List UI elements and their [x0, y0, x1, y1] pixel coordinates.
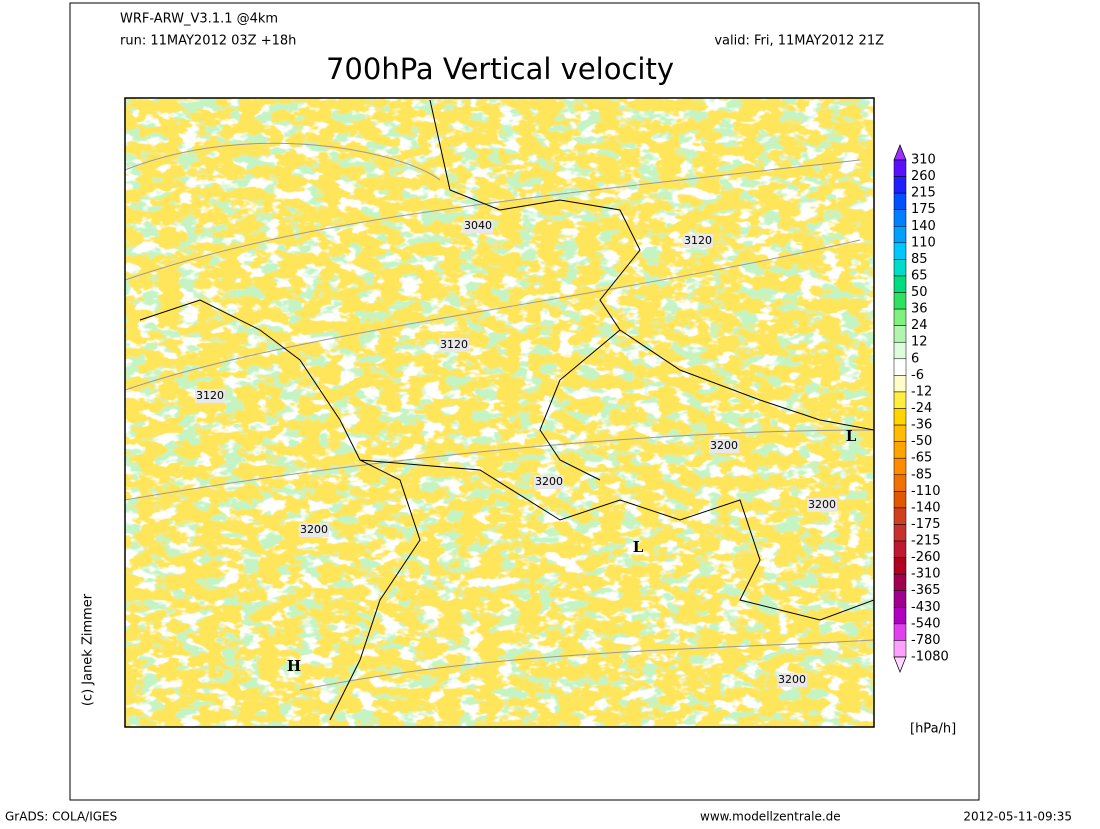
colorbar-tick-label: -65 [911, 451, 932, 466]
pressure-center: L [633, 538, 644, 556]
contour-label: 3120 [684, 234, 712, 247]
pressure-center: L [846, 427, 857, 445]
contour-label-bg [439, 338, 469, 352]
colorbar-tick-label: -50 [911, 434, 932, 449]
colorbar-segment [893, 474, 907, 492]
colorbar-segment [893, 192, 907, 210]
colorbar-tick-label: 36 [911, 302, 928, 317]
colorbar-segment [893, 242, 907, 260]
contour-label-bg [299, 523, 329, 537]
colorbar-segment [893, 275, 907, 293]
contour-label: 3040 [464, 219, 492, 232]
colorbar-tick-label: -110 [911, 484, 941, 499]
colorbar-tick-label: 110 [911, 235, 936, 250]
colorbar-segment [893, 226, 907, 244]
colorbar-tick-label: -12 [911, 384, 932, 399]
map-field [125, 98, 874, 727]
contour-label-bg [534, 475, 564, 489]
colorbar-triangle [893, 144, 907, 161]
contour-label-bg [807, 498, 837, 512]
contour-label: 3120 [196, 389, 224, 402]
colorbar-tick-label: 260 [911, 169, 936, 184]
contour-label: 3200 [808, 498, 836, 511]
contour-label-bg [195, 389, 225, 403]
colorbar-segment [893, 540, 907, 558]
colorbar-tick-label: -140 [911, 500, 941, 515]
colorbar-segment [893, 640, 907, 658]
colorbar-segment [893, 375, 907, 393]
contour-label-bg [683, 234, 713, 248]
colorbar-tick-label: -6 [911, 368, 924, 383]
colorbar-tick-label: -310 [911, 567, 941, 582]
model-label: WRF-ARW_V3.1.1 @4km [120, 12, 278, 27]
colorbar-segment [893, 524, 907, 542]
colorbar-tick-label: -36 [911, 418, 932, 433]
map-title: 700hPa Vertical velocity [326, 52, 674, 86]
contour-label: 3120 [440, 338, 468, 351]
footer-right: 2012-05-11-09:35 [963, 810, 1072, 824]
colorbar-segment [893, 341, 907, 360]
colorbar-tick-label: -215 [911, 534, 941, 549]
colorbar-tick-label: 310 [911, 153, 936, 168]
outer-frame [69, 2, 980, 801]
colorbar-segment [893, 590, 907, 608]
colorbar-tick-label: -24 [911, 401, 932, 416]
contour-label-bg [463, 219, 493, 233]
map-frame [124, 97, 875, 728]
colorbar-tick-label: 12 [911, 335, 928, 350]
colorbar-segment [893, 557, 907, 575]
colorbar-unit: [hPa/h] [910, 722, 956, 737]
colorbar-segment [893, 424, 907, 442]
pressure-center: H [287, 657, 301, 675]
colorbar-segment [893, 491, 907, 509]
colorbar-segment [893, 358, 907, 376]
contour-label: 3200 [778, 673, 806, 686]
colorbar-segment [893, 176, 907, 194]
colorbar-tick-label: 85 [911, 252, 928, 267]
colorbar-tick-label: -85 [911, 467, 932, 482]
credit: (c) Janek Zimmer [81, 593, 96, 706]
run-label: run: 11MAY2012 03Z +18h [120, 34, 296, 49]
colorbar-tick-label: -430 [911, 600, 941, 615]
colorbar-tick-label: -780 [911, 633, 941, 648]
colorbar-segment [893, 573, 907, 591]
colorbar-tick-label: 24 [911, 318, 928, 333]
footer-center: www.modellzentrale.de [700, 810, 841, 824]
colorbar-segment [893, 391, 907, 409]
colorbar-tick-label: 175 [911, 202, 936, 217]
colorbar-segment [893, 292, 907, 310]
colorbar-tick-label: -1080 [911, 650, 949, 665]
colorbar-segment [893, 623, 907, 641]
colorbar-segment [893, 441, 907, 459]
colorbar-segment [893, 507, 907, 525]
colorbar-segment [893, 408, 907, 426]
colorbar-segment [893, 325, 907, 343]
colorbar-segment [893, 308, 907, 326]
colorbar-segment [893, 209, 907, 227]
colorbar-tick-label: -365 [911, 583, 941, 598]
colorbar-tick-label: 6 [911, 351, 919, 366]
colorbar-segment [893, 259, 907, 277]
valid-label: valid: Fri, 11MAY2012 21Z [714, 34, 884, 49]
contour-label-bg [777, 673, 807, 687]
colorbar-tick-label: 65 [911, 268, 928, 283]
colorbar-triangle [893, 656, 907, 673]
contour-label: 3200 [300, 523, 328, 536]
contour-label: 3200 [710, 439, 738, 452]
contour-label-bg [709, 439, 739, 453]
colorbar-segment [893, 457, 907, 476]
colorbar-tick-label: -260 [911, 550, 941, 565]
footer-left: GrADS: COLA/IGES [5, 810, 117, 824]
colorbar-tick-label: 140 [911, 219, 936, 234]
colorbar-segment [893, 159, 907, 177]
colorbar-tick-label: 215 [911, 186, 936, 201]
colorbar-segment [893, 607, 907, 625]
colorbar-tick-label: -540 [911, 616, 941, 631]
colorbar-tick-label: -175 [911, 517, 941, 532]
contour-label: 3200 [535, 475, 563, 488]
colorbar-tick-label: 50 [911, 285, 928, 300]
